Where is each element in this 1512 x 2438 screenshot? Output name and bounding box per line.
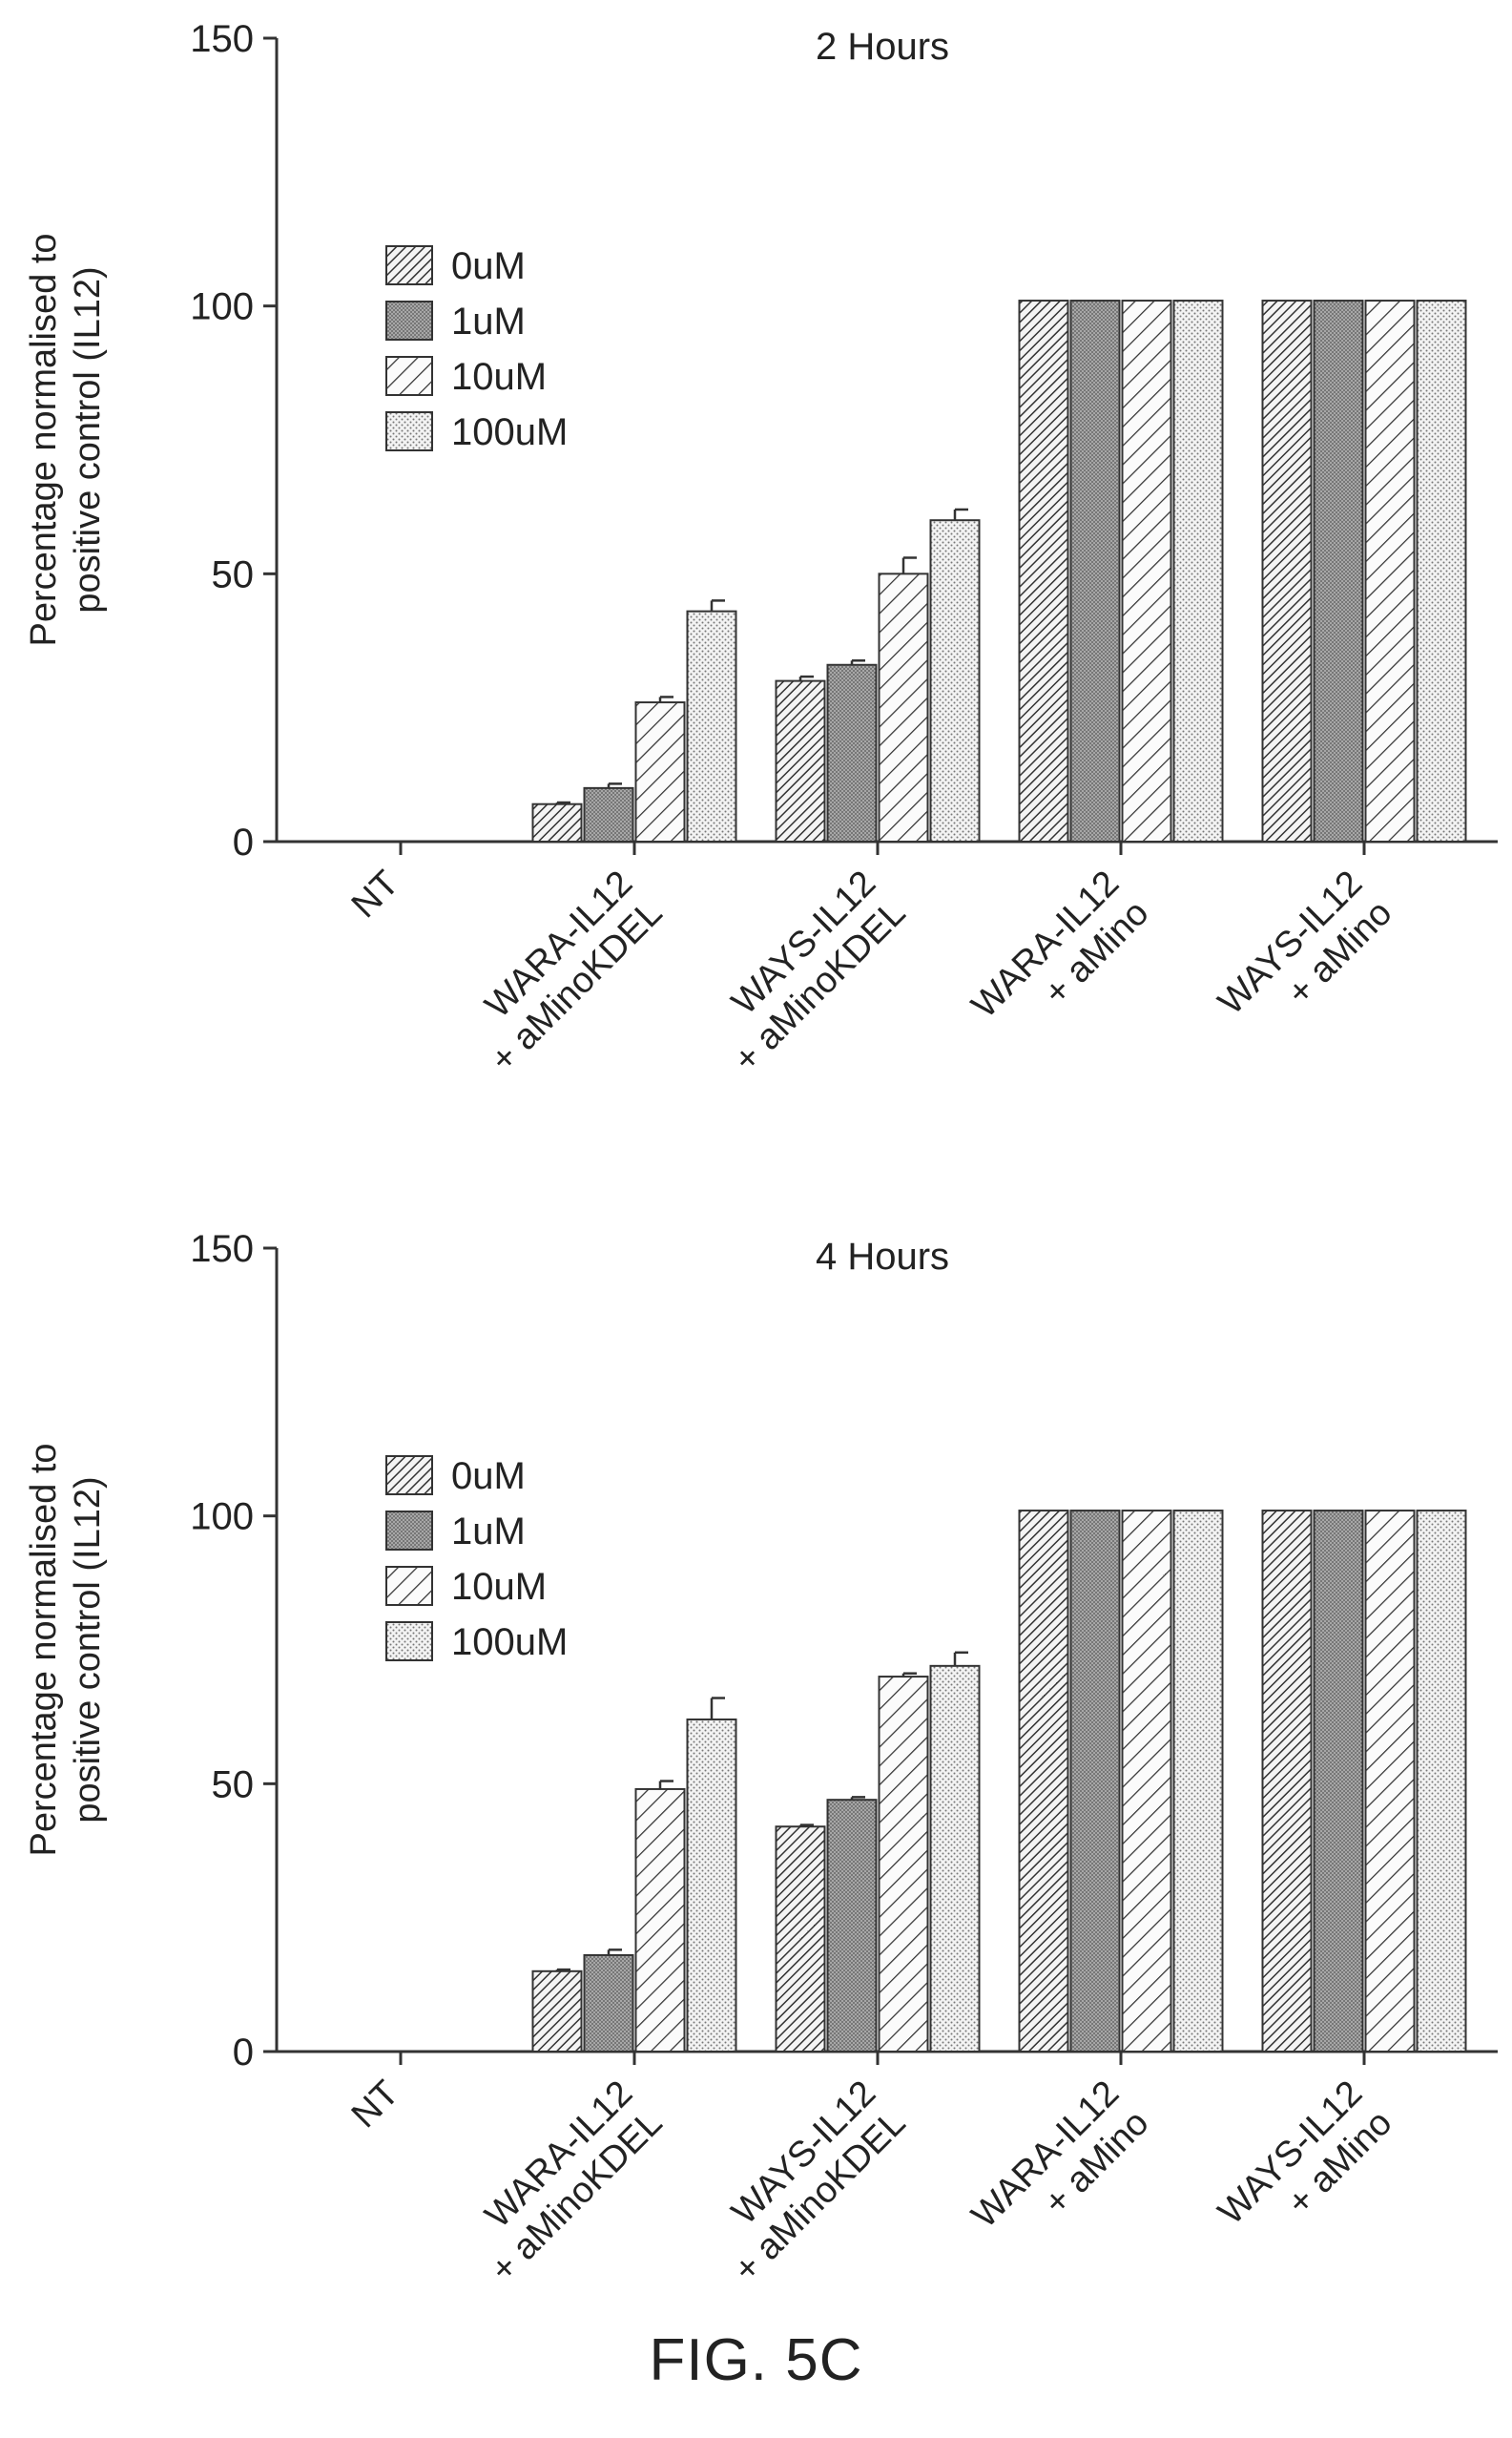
y-tick-label: 50 [212,1763,255,1805]
bar-1um-ways-il12-aminokdel [826,663,878,844]
bar-0um-wara-il12-aminokdel [531,802,583,843]
x-category-label-wara-il12-aminokdel: WARA-IL12+ aMinoKDEL [453,864,670,1080]
x-category-label-line: NT [344,2073,407,2136]
bar-1um-wara-il12-amino [1069,1510,1121,2053]
legend-label-1um: 1uM [451,1511,526,1552]
figure-caption: FIG. 5C [649,2327,863,2393]
y-axis-label-line: positive control (IL12) [68,266,108,613]
bar-0um-ways-il12-amino [1261,1510,1313,2053]
bar-10um-wara-il12-aminokdel [634,701,686,844]
y-tick-label: 150 [190,1228,254,1270]
y-axis-label: Percentage normalised to positive control… [24,1443,108,1856]
y-tick-label: 0 [233,2032,254,2073]
x-category-label-nt: NT [344,2073,407,2136]
y-tick-label: 0 [233,822,254,864]
legend-label-10um: 10uM [451,356,547,398]
x-category-label-nt: NT [344,864,407,927]
y-tick-label: 50 [212,553,255,595]
bar-10um-ways-il12-aminokdel [878,573,929,843]
legend-label-0um: 0uM [451,1455,526,1497]
x-category-label-line: NT [344,864,407,927]
bar-1um-ways-il12-aminokdel [826,1799,878,2053]
bar-100um-ways-il12-amino [1416,300,1467,843]
legend-swatch-0um [385,1455,433,1495]
bar-10um-ways-il12-amino [1364,1510,1416,2053]
bar-100um-wara-il12-aminokdel [686,1718,737,2053]
legend-swatch-1um [385,301,433,341]
y-axis-label-line: Percentage normalised to [24,233,64,646]
x-category-label-ways-il12-aminokdel: WAYS-IL12+ aMinoKDEL [696,864,913,1080]
legend-swatch-10um [385,356,433,396]
chart-panel-2-hours: 2 Hours Percentage normalised to positive … [24,18,1498,1080]
bar-1um-wara-il12-aminokdel [583,786,634,843]
bar-0um-wara-il12-amino [1018,300,1069,843]
bar-10um-ways-il12-amino [1364,300,1416,843]
legend-label-1um: 1uM [451,301,526,343]
bar-100um-wara-il12-amino [1172,300,1224,843]
y-tick-label: 150 [190,18,254,60]
x-category-label-ways-il12-amino: WAYS-IL12+ aMino [1211,2073,1399,2262]
bar-0um-wara-il12-amino [1018,1510,1069,2053]
y-tick-label: 100 [190,1496,254,1538]
chart-title: 2 Hours [816,26,949,68]
legend-label-0um: 0uM [451,245,526,287]
chart-panel-4-hours: 4 Hours Percentage normalised to positive … [24,1228,1498,2290]
bar-0um-wara-il12-aminokdel [531,1969,583,2053]
bar-0um-ways-il12-aminokdel [775,679,826,843]
x-category-label-wara-il12-amino: WARA-IL12+ aMino [964,864,1157,1056]
y-axis-label: Percentage normalised to positive control… [24,233,108,646]
legend-swatch-100um [385,1621,433,1661]
x-category-label-wara-il12-aminokdel: WARA-IL12+ aMinoKDEL [453,2073,670,2290]
y-tick-label: 100 [190,286,254,328]
legend-swatch-10um [385,1566,433,1606]
bar-10um-ways-il12-aminokdel [878,1676,929,2053]
legend-label-100um: 100uM [451,411,568,453]
legend-swatch-100um [385,411,433,451]
bar-100um-wara-il12-amino [1172,1510,1224,2053]
bar-0um-ways-il12-amino [1261,300,1313,843]
bar-0um-ways-il12-aminokdel [775,1825,826,2053]
bar-1um-ways-il12-amino [1313,300,1364,843]
bar-1um-wara-il12-aminokdel [583,1953,634,2053]
y-axis-label-line: Percentage normalised to [24,1443,64,1856]
bar-10um-wara-il12-amino [1121,300,1172,843]
y-axis-label-line: positive control (IL12) [68,1476,108,1823]
bar-100um-ways-il12-aminokdel [929,1664,981,2053]
legend-label-100um: 100uM [451,1621,568,1663]
chart-title: 4 Hours [816,1236,949,1278]
bar-1um-ways-il12-amino [1313,1510,1364,2053]
bar-10um-wara-il12-amino [1121,1510,1172,2053]
legend-swatch-1um [385,1511,433,1551]
bar-100um-ways-il12-amino [1416,1510,1467,2053]
x-category-label-wara-il12-amino: WARA-IL12+ aMino [964,2073,1157,2266]
x-category-label-ways-il12-amino: WAYS-IL12+ aMino [1211,864,1399,1052]
bar-100um-wara-il12-aminokdel [686,610,737,843]
legend-swatch-0um [385,245,433,285]
bar-10um-wara-il12-aminokdel [634,1787,686,2053]
legend-label-10um: 10uM [451,1566,547,1608]
bar-1um-wara-il12-amino [1069,300,1121,843]
x-category-label-ways-il12-aminokdel: WAYS-IL12+ aMinoKDEL [696,2073,913,2290]
bar-100um-ways-il12-aminokdel [929,519,981,843]
